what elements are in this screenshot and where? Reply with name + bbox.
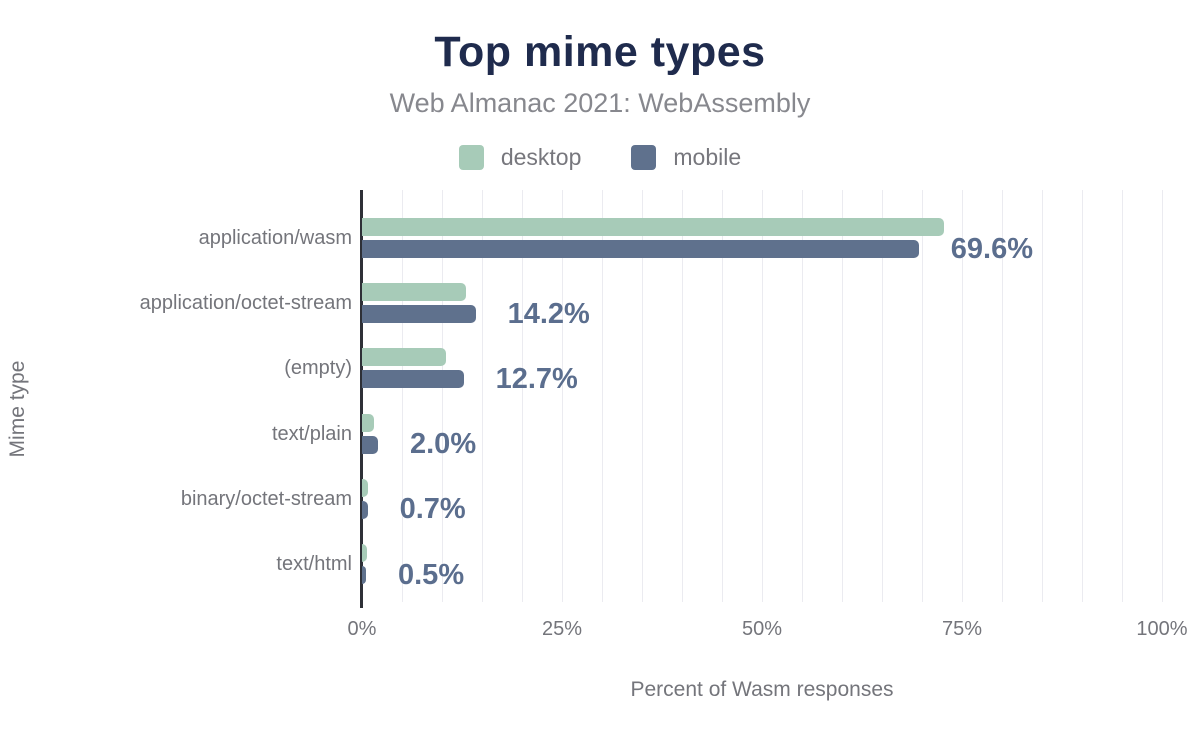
bar-desktop-application-octet-stream[interactable] [362, 283, 466, 302]
x-tick-label-25: 25% [541, 618, 583, 640]
category-label-text-html: text/html [276, 553, 352, 575]
chart-legend: desktop mobile [0, 142, 1200, 172]
gridline [881, 190, 883, 602]
gridline [601, 190, 603, 602]
gridline [1121, 190, 1123, 602]
chart-subtitle: Web Almanac 2021: WebAssembly [389, 88, 811, 118]
bar-mobile-application-wasm[interactable] [362, 240, 919, 258]
gridline [521, 190, 523, 602]
gridline [1041, 190, 1043, 602]
legend-label-mobile: mobile [673, 143, 742, 170]
category-label-application-wasm: application/wasm [198, 227, 352, 249]
category-label-text-plain: text/plain [271, 422, 352, 445]
category-label-empty: (empty) [284, 357, 352, 380]
gridline [441, 190, 443, 602]
gridline [1001, 190, 1003, 602]
bar-mobile-empty[interactable] [362, 370, 464, 389]
gridline [401, 190, 403, 602]
gridline [481, 190, 483, 602]
gridline [921, 190, 923, 602]
x-axis-title: Percent of Wasm responses [630, 678, 894, 701]
bar-desktop-text-html[interactable] [362, 544, 367, 562]
value-label-text-plain: 2.0% [410, 428, 477, 461]
x-tick-label-50: 50% [741, 618, 783, 640]
value-label-binary-octet-stream: 0.7% [399, 493, 466, 526]
gridline [1081, 190, 1083, 602]
category-label-application-octet-stream: application/octet-stream [139, 292, 352, 315]
gridline [721, 190, 723, 602]
gridline [561, 190, 563, 602]
gridline [761, 190, 763, 602]
legend-swatch-desktop [458, 144, 484, 170]
x-tick-label-75: 75% [941, 618, 983, 640]
category-label-binary-octet-stream: binary/octet-stream [180, 487, 352, 510]
gridline [1161, 190, 1163, 602]
value-label-application-wasm: 69.6% [950, 232, 1034, 265]
bar-desktop-empty[interactable] [362, 348, 446, 367]
value-label-application-octet-stream: 14.2% [507, 297, 590, 330]
bar-desktop-binary-octet-stream[interactable] [362, 478, 368, 497]
chart-title: Top mime types [434, 28, 766, 76]
bar-mobile-application-octet-stream[interactable] [362, 305, 476, 324]
x-tick-label-100: 100% [1136, 618, 1188, 640]
value-label-text-html: 0.5% [398, 558, 465, 591]
legend-item-mobile: mobile [631, 144, 741, 171]
legend-label-desktop: desktop [500, 143, 582, 170]
x-tick-label-0: 0% [347, 618, 377, 640]
gridline [801, 190, 803, 602]
gridline [841, 190, 843, 602]
gridline [641, 190, 643, 602]
value-label-empty: 12.7% [495, 362, 578, 395]
bar-desktop-application-wasm[interactable] [362, 218, 945, 236]
bar-mobile-text-html[interactable] [362, 566, 366, 584]
gridline [681, 190, 683, 602]
legend-swatch-mobile [631, 144, 657, 170]
y-axis-line [360, 190, 363, 608]
gridline [961, 190, 963, 602]
legend-item-desktop: desktop [458, 143, 582, 171]
y-axis-title: Mime type [6, 360, 29, 458]
bar-mobile-text-plain[interactable] [362, 435, 378, 454]
bar-desktop-text-plain[interactable] [362, 413, 374, 432]
bar-mobile-binary-octet-stream[interactable] [362, 500, 368, 519]
